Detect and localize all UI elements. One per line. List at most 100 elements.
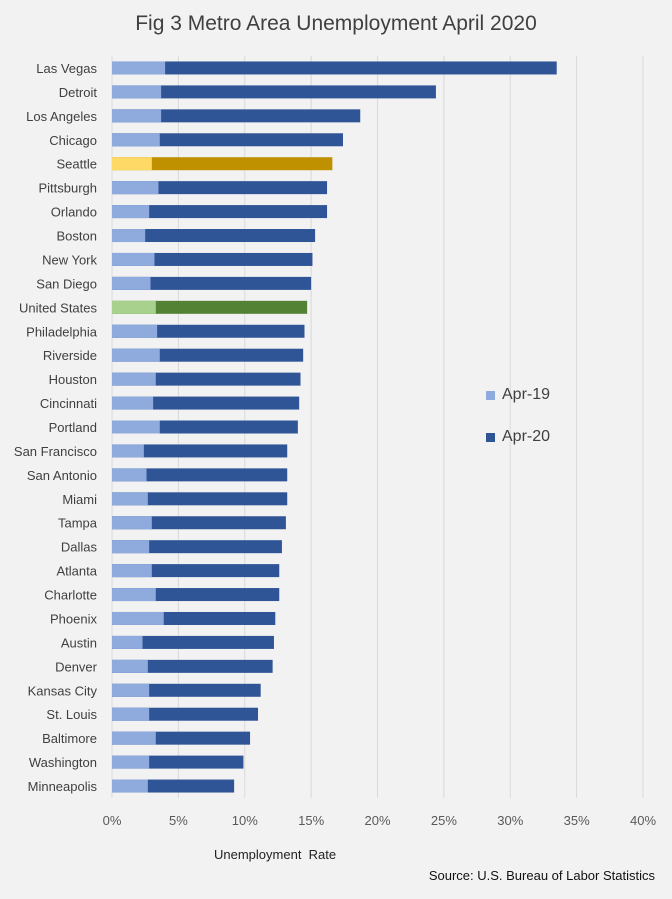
bar-apr-19-pittsburgh <box>112 181 159 195</box>
bar-apr-20-san-diego <box>112 276 312 290</box>
category-label: Phoenix <box>50 611 97 626</box>
category-label: St. Louis <box>46 707 97 722</box>
bar-apr-19-las-vegas <box>112 61 166 75</box>
bar-apr-20-dallas <box>112 540 282 554</box>
bar-apr-20-united-states <box>112 300 308 314</box>
category-label: Tampa <box>58 516 98 531</box>
bar-apr-20-orlando <box>112 205 328 219</box>
category-label: Washington <box>29 755 97 770</box>
bar-apr-19-miami <box>112 492 148 506</box>
category-label: San Antonio <box>27 468 97 483</box>
bar-apr-19-boston <box>112 229 146 243</box>
category-labels: Las Vegas Detroit Los Angeles Chicago Seattl… <box>14 61 98 794</box>
legend-label-apr-19: Apr-19 <box>502 386 551 403</box>
bar-apr-20-atlanta <box>112 564 280 578</box>
category-label: Kansas City <box>28 683 98 698</box>
bar-apr-20-san-francisco <box>112 444 288 458</box>
bar-apr-20-pittsburgh <box>112 181 328 195</box>
category-label: Philadelphia <box>26 324 98 339</box>
bar-apr-19-new-york <box>112 252 155 266</box>
category-label: Charlotte <box>44 588 97 603</box>
source-note: Source: U.S. Bureau of Labor Statistics <box>428 868 655 883</box>
category-label: Cincinnati <box>40 396 97 411</box>
bar-apr-19-phoenix <box>112 611 164 625</box>
category-label: Dallas <box>61 540 98 555</box>
category-label: Denver <box>55 659 98 674</box>
bar-apr-19-charlotte <box>112 588 156 602</box>
x-tick-labels: 0% 5% 10% 15% 20% 25% 30% 35% 40% <box>103 813 657 828</box>
bar-apr-19-los-angeles <box>112 109 162 123</box>
bar-apr-20-denver <box>112 659 273 673</box>
bar-apr-20-chicago <box>112 133 343 147</box>
bar-apr-20-los-angeles <box>112 109 361 123</box>
bar-apr-19-kansas-city <box>112 683 150 697</box>
bar-apr-20-san-antonio <box>112 468 288 482</box>
category-label: San Diego <box>36 276 97 291</box>
x-tick-label: 5% <box>169 813 188 828</box>
bar-apr-19-portland <box>112 420 160 434</box>
bar-apr-20-cincinnati <box>112 396 300 410</box>
bar-apr-19-austin <box>112 635 143 649</box>
bar-apr-19-san-antonio <box>112 468 147 482</box>
category-label: Chicago <box>49 133 97 148</box>
category-label: San Francisco <box>14 444 97 459</box>
bars <box>112 61 557 793</box>
bar-apr-20-detroit <box>112 85 436 99</box>
legend-item-apr-19: Apr-19 <box>486 386 550 404</box>
bar-apr-19-washington <box>112 755 150 769</box>
bar-apr-19-houston <box>112 372 156 386</box>
bar-apr-19-orlando <box>112 205 150 219</box>
bar-apr-20-miami <box>112 492 288 506</box>
category-label: Los Angeles <box>26 109 97 124</box>
category-label: Minneapolis <box>28 779 98 794</box>
bar-apr-19-san-francisco <box>112 444 144 458</box>
bar-apr-19-atlanta <box>112 564 152 578</box>
category-label: New York <box>42 252 97 267</box>
category-label: Pittsburgh <box>38 181 97 196</box>
x-tick-label: 30% <box>497 813 523 828</box>
chart-title: Fig 3 Metro Area Unemployment April 2020 <box>135 12 537 35</box>
bar-apr-19-dallas <box>112 540 150 554</box>
x-tick-label: 10% <box>232 813 258 828</box>
category-label: Miami <box>62 492 97 507</box>
bar-apr-19-tampa <box>112 516 152 530</box>
bar-apr-19-united-states <box>112 300 156 314</box>
x-tick-label: 20% <box>364 813 390 828</box>
category-label: Baltimore <box>42 731 97 746</box>
bar-apr-20-las-vegas <box>112 61 557 75</box>
bar-apr-20-austin <box>112 635 274 649</box>
x-tick-label: 0% <box>103 813 122 828</box>
bar-apr-19-philadelphia <box>112 324 158 338</box>
x-tick-label: 15% <box>298 813 324 828</box>
category-label: United States <box>19 300 98 315</box>
bar-apr-19-chicago <box>112 133 160 147</box>
bar-apr-19-riverside <box>112 348 160 362</box>
bar-apr-19-san-diego <box>112 276 151 290</box>
category-label: Las Vegas <box>36 61 97 76</box>
bar-apr-20-boston <box>112 229 316 243</box>
bar-apr-19-minneapolis <box>112 779 148 793</box>
bar-apr-19-baltimore <box>112 731 156 745</box>
category-label: Austin <box>61 635 97 650</box>
bar-apr-20-houston <box>112 372 301 386</box>
category-label: Riverside <box>43 348 97 363</box>
legend-label-apr-20: Apr-20 <box>502 428 551 445</box>
category-label: Orlando <box>51 205 97 220</box>
bar-apr-19-cincinnati <box>112 396 154 410</box>
category-label: Seattle <box>57 157 97 172</box>
x-tick-label: 40% <box>630 813 656 828</box>
category-label: Boston <box>57 229 97 244</box>
bar-apr-19-denver <box>112 659 148 673</box>
category-label: Detroit <box>59 85 98 100</box>
bar-apr-20-seattle <box>112 157 333 171</box>
x-tick-label: 35% <box>564 813 590 828</box>
bar-apr-20-philadelphia <box>112 324 305 338</box>
legend-item-apr-20: Apr-20 <box>486 428 550 446</box>
x-tick-label: 25% <box>431 813 457 828</box>
bar-apr-19-seattle <box>112 157 152 171</box>
legend-swatch-apr-19 <box>486 390 495 400</box>
bar-apr-19-detroit <box>112 85 162 99</box>
category-label: Houston <box>49 372 97 387</box>
